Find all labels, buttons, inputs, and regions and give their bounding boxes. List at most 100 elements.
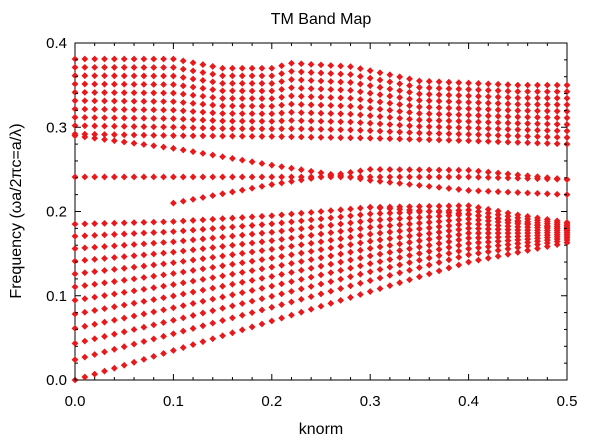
band-point bbox=[297, 308, 305, 316]
data-points bbox=[71, 55, 571, 384]
band-point bbox=[189, 325, 197, 332]
band-point bbox=[563, 88, 571, 96]
band-point bbox=[297, 109, 305, 117]
band-point bbox=[514, 189, 522, 196]
band-point bbox=[386, 222, 394, 230]
band-point bbox=[337, 266, 345, 274]
band-point bbox=[494, 246, 502, 254]
band-point bbox=[288, 268, 295, 276]
band-point bbox=[199, 309, 207, 317]
band-point bbox=[445, 238, 453, 246]
band-point bbox=[445, 117, 453, 125]
band-point bbox=[406, 180, 413, 188]
band-point bbox=[238, 231, 246, 239]
band-point bbox=[288, 92, 295, 100]
band-point bbox=[150, 335, 158, 343]
band-point bbox=[455, 92, 463, 99]
band-point bbox=[534, 189, 541, 197]
band-point bbox=[199, 108, 207, 116]
band-point bbox=[455, 98, 463, 106]
band-point bbox=[337, 220, 345, 228]
band-point bbox=[327, 214, 335, 222]
band-point bbox=[101, 72, 108, 80]
band-point bbox=[81, 133, 89, 141]
band-point bbox=[406, 206, 413, 214]
band-point bbox=[475, 105, 482, 113]
band-point bbox=[160, 64, 167, 71]
band-point bbox=[514, 132, 522, 140]
band-point bbox=[366, 67, 374, 75]
band-point bbox=[376, 76, 384, 84]
band-point bbox=[317, 173, 325, 181]
band-point bbox=[170, 173, 177, 181]
band-point bbox=[494, 87, 502, 95]
band-point bbox=[199, 275, 207, 283]
band-point bbox=[406, 95, 413, 103]
band-point bbox=[406, 266, 413, 274]
band-point bbox=[81, 105, 89, 113]
band-point bbox=[81, 308, 89, 316]
band-point bbox=[288, 68, 295, 75]
band-point bbox=[229, 302, 236, 310]
band-point bbox=[534, 139, 541, 147]
band-point bbox=[534, 107, 541, 115]
band-point bbox=[386, 166, 394, 173]
band-point bbox=[504, 94, 512, 101]
band-point bbox=[179, 279, 187, 287]
band-point bbox=[219, 102, 226, 110]
band-point bbox=[179, 90, 187, 98]
band-point bbox=[209, 70, 217, 78]
band-point bbox=[416, 214, 423, 221]
band-point bbox=[81, 55, 89, 63]
band-point bbox=[356, 291, 364, 298]
band-point bbox=[297, 125, 305, 133]
band-point bbox=[170, 304, 177, 312]
band-point bbox=[288, 311, 295, 319]
band-point bbox=[179, 65, 187, 73]
band-point bbox=[534, 126, 541, 134]
band-point bbox=[219, 87, 226, 95]
band-point bbox=[278, 290, 286, 298]
band-point bbox=[337, 102, 345, 110]
band-point bbox=[278, 78, 286, 85]
band-point bbox=[356, 279, 364, 287]
band-point bbox=[347, 212, 354, 220]
band-point bbox=[120, 89, 128, 97]
band-point bbox=[337, 170, 345, 178]
band-point bbox=[150, 353, 158, 360]
band-point bbox=[376, 127, 384, 135]
band-point bbox=[435, 166, 443, 174]
band-point bbox=[317, 125, 325, 133]
band-point bbox=[347, 110, 354, 118]
band-point bbox=[445, 249, 453, 257]
band-point bbox=[563, 101, 571, 109]
band-point bbox=[258, 182, 266, 190]
band-point bbox=[288, 76, 295, 83]
band-point bbox=[366, 203, 374, 211]
band-point bbox=[120, 106, 128, 113]
band-point bbox=[101, 219, 108, 227]
band-point bbox=[297, 133, 305, 141]
band-point bbox=[376, 177, 384, 185]
band-point bbox=[366, 119, 374, 127]
band-point bbox=[337, 70, 345, 78]
band-point bbox=[514, 218, 522, 226]
band-point bbox=[81, 244, 89, 252]
band-point bbox=[278, 219, 286, 227]
band-point bbox=[219, 72, 226, 80]
band-point bbox=[553, 140, 561, 148]
band-point bbox=[71, 132, 79, 140]
band-point bbox=[366, 230, 374, 238]
band-point bbox=[278, 301, 286, 309]
band-point bbox=[307, 283, 315, 290]
band-point bbox=[524, 100, 532, 108]
band-point bbox=[179, 82, 187, 90]
band-point bbox=[91, 97, 99, 105]
band-point bbox=[71, 340, 79, 347]
band-point bbox=[91, 105, 99, 113]
band-point bbox=[366, 277, 374, 284]
band-point bbox=[386, 71, 394, 79]
band-point bbox=[160, 271, 167, 279]
band-point bbox=[435, 240, 443, 247]
band-point bbox=[337, 110, 345, 118]
